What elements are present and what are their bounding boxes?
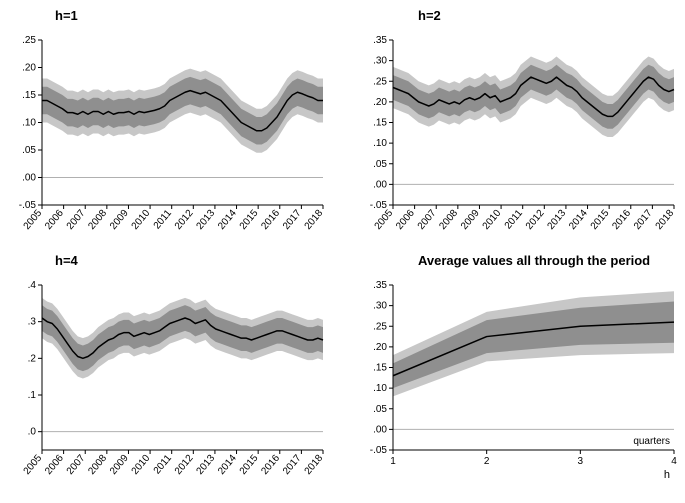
x-tick-label: 2014 bbox=[567, 208, 590, 232]
x-tick-label: 2013 bbox=[545, 208, 568, 232]
x-tick-label: 2011 bbox=[152, 208, 175, 232]
y-tick-label: .25 bbox=[373, 321, 387, 332]
x-tick-label: 2005 bbox=[373, 208, 396, 232]
y-tick-label: .15 bbox=[373, 363, 387, 374]
x-axis-unit-label: quarters bbox=[633, 436, 670, 447]
x-tick-label: 2018 bbox=[654, 208, 677, 232]
y-tick-label: .00 bbox=[22, 173, 36, 184]
y-tick-label: -.05 bbox=[370, 445, 388, 456]
y-tick-label: .25 bbox=[373, 76, 387, 87]
x-tick-label: 2015 bbox=[589, 208, 612, 232]
chart-h2: -.05.00.05.10.15.20.25.30.35200520062007… bbox=[365, 36, 680, 246]
x-tick-label: 1 bbox=[390, 456, 396, 467]
x-tick-label: 2017 bbox=[632, 208, 655, 232]
x-tick-label: 2018 bbox=[303, 208, 326, 232]
y-tick-label: .10 bbox=[22, 118, 36, 129]
x-tick-label: 2013 bbox=[194, 453, 217, 477]
y-tick-label: .0 bbox=[28, 427, 37, 438]
x-tick-label: 3 bbox=[578, 456, 584, 467]
x-tick-label: 2006 bbox=[43, 453, 66, 477]
y-tick-label: .00 bbox=[373, 179, 387, 190]
x-tick-label: 2014 bbox=[216, 453, 239, 477]
y-tick-label: .00 bbox=[373, 424, 387, 435]
chart-h4: .0.1.2.3.4200520062007200820092010201120… bbox=[14, 281, 329, 491]
x-axis-sublabel: h bbox=[664, 469, 670, 481]
x-tick-label: 2008 bbox=[86, 453, 109, 477]
y-tick-label: .15 bbox=[373, 118, 387, 129]
x-tick-label: 2009 bbox=[108, 208, 131, 232]
y-tick-label: .2 bbox=[28, 353, 37, 364]
y-tick-label: .20 bbox=[373, 342, 387, 353]
x-tick-label: 2005 bbox=[22, 453, 45, 477]
panel-title-h1: h=1 bbox=[55, 8, 78, 23]
x-tick-label: 2017 bbox=[281, 453, 304, 477]
y-tick-label: .05 bbox=[22, 145, 36, 156]
x-tick-label: 2017 bbox=[281, 208, 304, 232]
x-tick-label: 2010 bbox=[481, 208, 504, 232]
y-tick-label: .3 bbox=[28, 317, 37, 328]
chart-h1: -.05.00.05.10.15.20.25200520062007200820… bbox=[14, 36, 329, 246]
x-tick-label: 2015 bbox=[238, 208, 261, 232]
x-tick-label: 2016 bbox=[259, 208, 282, 232]
panel-title-h2: h=2 bbox=[418, 8, 441, 23]
x-tick-label: 2012 bbox=[173, 453, 196, 477]
y-tick-label: .30 bbox=[373, 301, 387, 312]
x-tick-label: 2013 bbox=[194, 208, 217, 232]
y-tick-label: .25 bbox=[22, 36, 36, 46]
x-tick-label: 2 bbox=[484, 456, 490, 467]
x-tick-label: 2006 bbox=[394, 208, 417, 232]
x-tick-label: 2015 bbox=[238, 453, 261, 477]
y-tick-label: .20 bbox=[373, 97, 387, 108]
x-tick-label: 2014 bbox=[216, 208, 239, 232]
x-tick-label: 2007 bbox=[65, 208, 88, 232]
x-tick-label: 2007 bbox=[65, 453, 88, 477]
x-tick-label: 2018 bbox=[303, 453, 326, 477]
figure-grid: { "layout":{ "width":685,"height":503, "… bbox=[0, 0, 685, 503]
y-tick-label: .35 bbox=[373, 281, 387, 291]
x-tick-label: 2007 bbox=[416, 208, 439, 232]
y-tick-label: .10 bbox=[373, 383, 387, 394]
y-tick-label: .1 bbox=[28, 390, 37, 401]
x-tick-label: 2009 bbox=[459, 208, 482, 232]
x-tick-label: 2016 bbox=[259, 453, 282, 477]
x-tick-label: 2010 bbox=[130, 453, 153, 477]
x-tick-label: 2006 bbox=[43, 208, 66, 232]
panel-title-h4: h=4 bbox=[55, 253, 78, 268]
x-tick-label: 2008 bbox=[437, 208, 460, 232]
x-tick-label: 2012 bbox=[173, 208, 196, 232]
y-tick-label: .05 bbox=[373, 159, 387, 170]
y-tick-label: .20 bbox=[22, 63, 36, 74]
y-tick-label: .4 bbox=[28, 281, 37, 291]
x-tick-label: 2016 bbox=[610, 208, 633, 232]
y-tick-label: .05 bbox=[373, 404, 387, 415]
x-tick-label: 2010 bbox=[130, 208, 153, 232]
chart-avg: -.05 .00 .05 .10 .15 .20 .25 .30 .35 1 2 3 4quarters… bbox=[365, 281, 680, 503]
x-tick-label: 2005 bbox=[22, 208, 45, 232]
x-tick-label: 2011 bbox=[503, 208, 526, 232]
y-tick-label: .30 bbox=[373, 56, 387, 67]
x-tick-label: 2012 bbox=[524, 208, 547, 232]
x-tick-label: 2011 bbox=[152, 453, 175, 477]
panel-title-avg: Average values all through the period bbox=[418, 253, 650, 268]
x-tick-label: 2009 bbox=[108, 453, 131, 477]
y-tick-label: .35 bbox=[373, 36, 387, 46]
y-tick-label: .15 bbox=[22, 90, 36, 101]
x-tick-label: 4 bbox=[671, 456, 677, 467]
y-tick-label: .10 bbox=[373, 138, 387, 149]
x-tick-label: 2008 bbox=[86, 208, 109, 232]
